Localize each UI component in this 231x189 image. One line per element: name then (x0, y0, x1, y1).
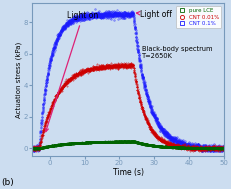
X-axis label: Time (s): Time (s) (112, 168, 143, 177)
Y-axis label: Actuation stress (kPa): Actuation stress (kPa) (16, 42, 22, 118)
Text: Light off: Light off (136, 10, 171, 19)
Text: Light on: Light on (45, 11, 98, 132)
Text: (b): (b) (2, 177, 14, 187)
Text: Black-body spectrum
T=2650K: Black-body spectrum T=2650K (142, 46, 212, 59)
Legend: pure LCE, CNT 0.01%, CNT 0.1%: pure LCE, CNT 0.01%, CNT 0.1% (175, 6, 220, 28)
